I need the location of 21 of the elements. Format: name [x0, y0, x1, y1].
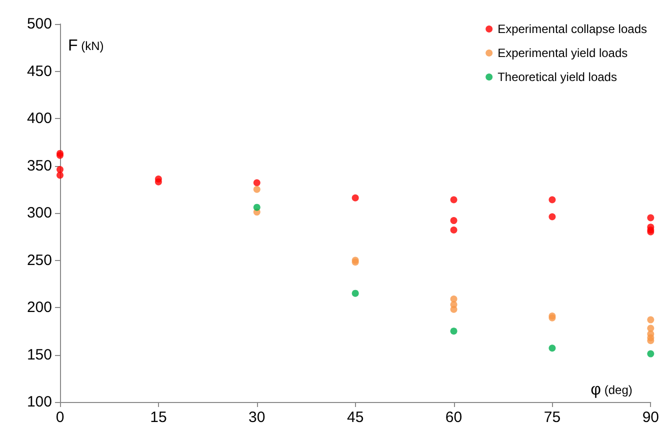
y-tick-label: 500: [26, 16, 52, 32]
x-tick-label: 45: [346, 409, 364, 426]
x-tick-label: 30: [248, 409, 266, 426]
y-axis-title: F (kN): [68, 38, 104, 54]
x-tick-label: 60: [445, 409, 462, 426]
y-tick-label: 150: [26, 346, 52, 364]
x-tick-label: 90: [642, 409, 659, 426]
legend-label: Theoretical yield loads: [498, 70, 617, 84]
y-tick-label: 450: [26, 62, 52, 80]
y-tick-label: 400: [26, 110, 52, 127]
y-tick-label: 350: [26, 157, 52, 174]
x-axis-title: φ (deg): [590, 382, 632, 398]
y-tick-label: 250: [26, 252, 52, 269]
x-tick-label: 15: [150, 409, 167, 426]
y-tick-label: 100: [26, 394, 52, 410]
legend-label: Experimental yield loads: [498, 46, 628, 60]
x-tick-label: 0: [56, 409, 64, 426]
legend-label: Experimental collapse loads: [498, 22, 648, 36]
y-tick-label: 200: [26, 299, 52, 316]
y-tick-label: 300: [26, 204, 52, 222]
x-tick-label: 75: [544, 409, 561, 426]
